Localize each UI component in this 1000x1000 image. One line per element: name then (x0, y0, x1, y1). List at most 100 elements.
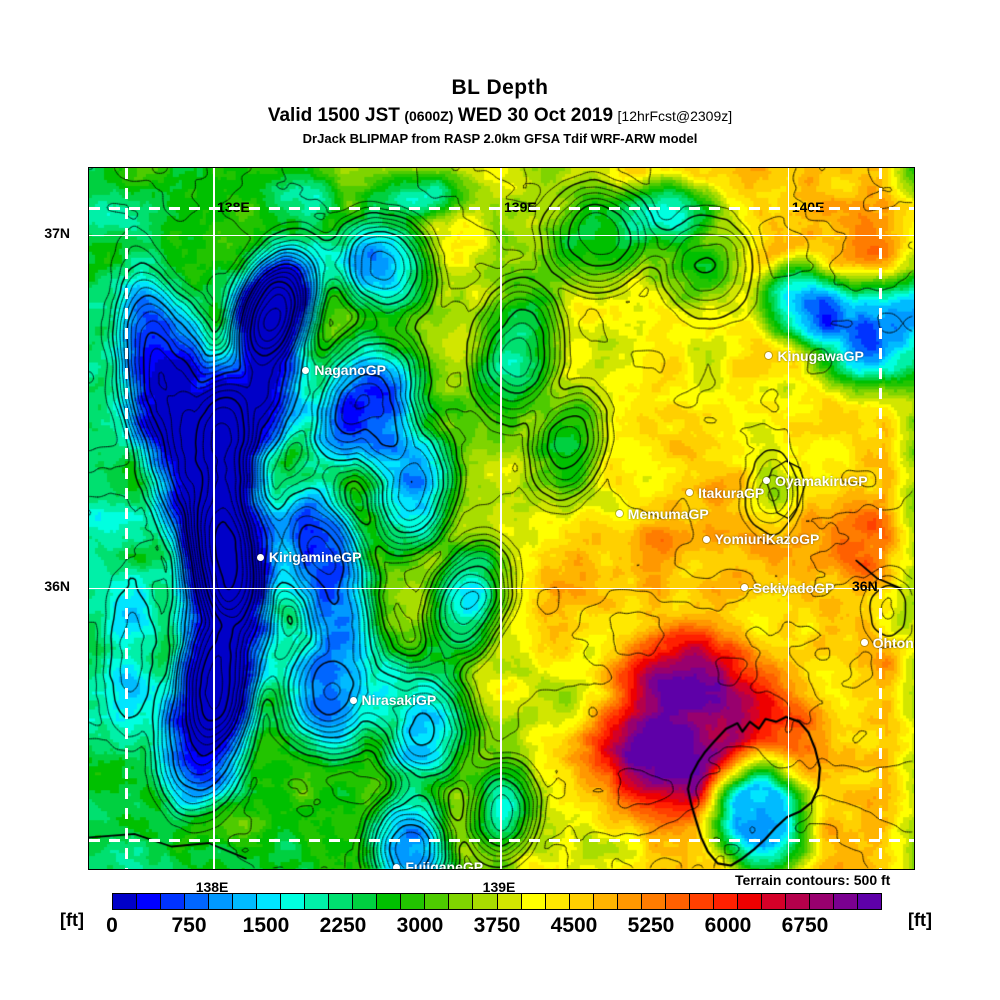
station-dot-icon (393, 863, 401, 869)
colorbar-swatch (425, 894, 450, 909)
domain-boundary-vertical (124, 168, 128, 869)
station-marker[interactable]: KirigamineGP (256, 549, 361, 565)
station-label: YomiuriKazoGP (714, 531, 820, 548)
domain-boundary-vertical (878, 168, 882, 869)
station-dot-icon (686, 489, 694, 497)
colorbar-tick-label: 6000 (704, 914, 752, 937)
graticule-meridian (787, 168, 790, 869)
colorbar-swatch (497, 894, 522, 909)
graticule-parallel (89, 587, 914, 590)
terrain-contour-note: Terrain contours: 500 ft (735, 872, 891, 888)
subtitle: Valid 1500 JST (0600Z) WED 30 Oct 2019 [… (0, 106, 1000, 127)
graticule-meridian (500, 168, 502, 869)
colorbar-swatch (785, 894, 810, 909)
colorbar-swatch (641, 894, 666, 909)
colorbar-swatch (353, 894, 378, 909)
colorbar-swatch (113, 894, 138, 909)
colorbar-swatch (569, 894, 594, 909)
colorbar-swatch (161, 894, 186, 909)
colorbar-swatch (137, 894, 162, 909)
station-marker[interactable]: OyamakiruGP (763, 473, 868, 489)
colorbar-tick-label: 3000 (396, 914, 444, 937)
colorbar-swatches (112, 893, 882, 910)
colorbar-tick-label: 5250 (627, 914, 675, 937)
valid-time: Valid 1500 JST (267, 105, 400, 126)
station-label: FujiganeGP (405, 859, 484, 870)
graticule-parallel (89, 234, 914, 237)
colorbar-tick-label: 1500 (242, 914, 290, 937)
colorbar-tick-label: 0 (106, 914, 118, 937)
station-label: ItakuraGP (698, 484, 765, 501)
page-title: BL Depth (451, 76, 549, 99)
colorbar-swatch (209, 894, 234, 909)
model-source-line: DrJack BLIPMAP from RASP 2.0km GFSA Tdif… (302, 131, 698, 146)
colorbar-swatch (617, 894, 642, 909)
colorbar-swatch (185, 894, 210, 909)
colorbar-tick-label: 6750 (781, 914, 829, 937)
colorbar-swatch (737, 894, 762, 909)
lat-label-left: 36N (44, 577, 70, 594)
station-label: KinugawaGP (777, 347, 864, 364)
lat-label-left: 37N (44, 224, 70, 241)
zulu-time: (0600Z) (404, 108, 454, 124)
station-marker[interactable]: YomiuriKazoGP (702, 531, 820, 548)
station-dot-icon (302, 366, 310, 374)
colorbar-swatch (257, 894, 282, 909)
station-marker[interactable]: ItakuraGP (686, 485, 764, 501)
domain-boundary-horizontal (89, 839, 914, 843)
colorbar-tick-label: 750 (171, 914, 207, 937)
station-marker[interactable]: NaganoGP (302, 362, 386, 378)
colorbar-tick-label: 3750 (473, 914, 521, 937)
colorbar-unit-left: [ft] (60, 910, 84, 930)
station-dot-icon (765, 352, 773, 360)
station-marker[interactable]: FujiganeGP (393, 859, 484, 870)
colorbar-tick-label: 4500 (550, 914, 598, 937)
station-label: SekiyadoGP (752, 579, 835, 596)
station-dot-icon (860, 639, 868, 647)
station-marker[interactable]: OhtoneGP (860, 634, 914, 651)
station-label: NirasakiGP (361, 692, 437, 709)
domain-boundary-horizontal (89, 206, 914, 210)
map-frame[interactable]: 138E139E140ENaganoGPKinugawaGPOyamakiruG… (88, 167, 915, 870)
colorbar-swatch (305, 894, 330, 909)
colorbar-legend: [ft] [ft] 0 750 1500 2250 3000 3750 4500 5250 60… (0, 893, 1000, 953)
station-marker[interactable]: MemumaGP (615, 505, 709, 522)
colorbar-swatch (377, 894, 402, 909)
valid-date: WED 30 Oct 2019 (457, 105, 614, 126)
lon-label-bottom: 139E (482, 879, 516, 895)
station-label: MemumaGP (627, 505, 709, 522)
title-block: BL Depth Valid 1500 JST (0600Z) WED 30 O… (0, 0, 1000, 146)
station-dot-icon (702, 535, 710, 543)
colorbar-unit-right: [ft] (908, 910, 932, 930)
colorbar-swatch (449, 894, 474, 909)
colorbar-swatch (761, 894, 786, 909)
colorbar-swatch (401, 894, 426, 909)
station-label: OyamakiruGP (775, 472, 868, 489)
lon-label-bottom: 138E (195, 879, 229, 895)
station-dot-icon (256, 553, 264, 561)
lat-label-right: 36N (852, 577, 878, 594)
station-dot-icon (349, 696, 357, 704)
graticule-meridian (213, 168, 215, 869)
colorbar-tick-label: 2250 (319, 914, 367, 937)
colorbar-swatch (857, 894, 881, 909)
station-marker[interactable]: NirasakiGP (349, 692, 437, 709)
colorbar-swatch (545, 894, 570, 909)
station-dot-icon (763, 477, 770, 485)
station-dot-icon (740, 584, 748, 592)
station-marker[interactable]: KinugawaGP (765, 347, 864, 364)
colorbar-swatch (281, 894, 306, 909)
colorbar-swatch (809, 894, 834, 909)
colorbar-swatch (665, 894, 690, 909)
station-label: OhtoneGP (872, 634, 914, 651)
colorbar-swatch (473, 894, 498, 909)
station-label: NaganoGP (314, 362, 386, 379)
colorbar-swatch (329, 894, 354, 909)
colorbar-swatch (713, 894, 738, 909)
colorbar-swatch (521, 894, 546, 909)
station-marker[interactable]: SekiyadoGP (740, 579, 835, 596)
station-dot-icon (615, 510, 623, 518)
colorbar-swatch (593, 894, 618, 909)
colorbar-swatch (689, 894, 714, 909)
colorbar-swatch (233, 894, 258, 909)
